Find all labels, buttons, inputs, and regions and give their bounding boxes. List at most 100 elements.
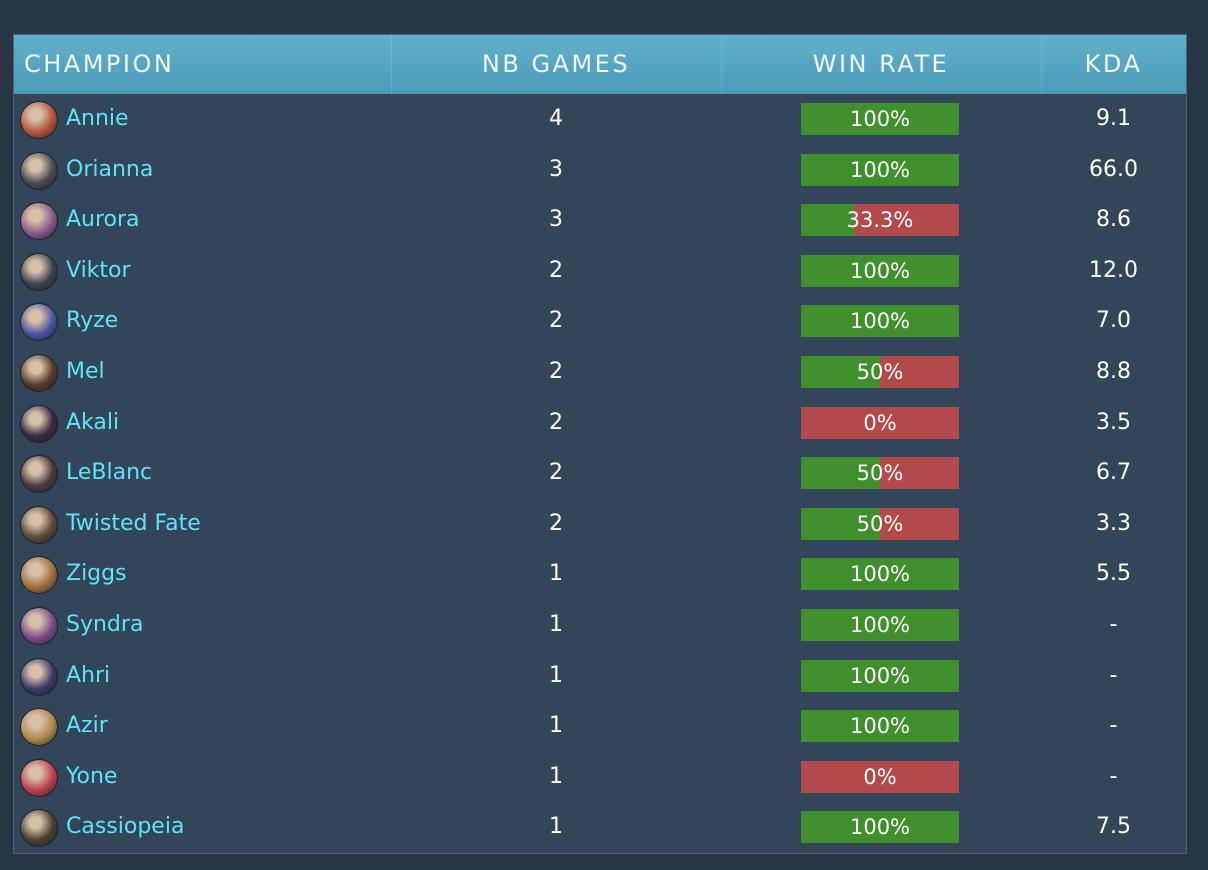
table-row: Azir 1 100% -: [14, 701, 1186, 752]
champion-name[interactable]: Syndra: [66, 612, 144, 637]
win-rate-fill: [801, 305, 959, 338]
games-count: 2: [549, 460, 563, 486]
kda-value: 6.7: [1096, 460, 1131, 486]
win-rate-label: 50%: [856, 511, 904, 536]
win-rate-bar: 100%: [801, 254, 959, 287]
champion-icon: [20, 455, 58, 494]
win-rate-bar: 50%: [801, 507, 959, 540]
games-count: 3: [549, 207, 563, 233]
champion-icon: [20, 354, 58, 392]
champion-icon: [20, 708, 58, 747]
champion-name[interactable]: Viktor: [66, 257, 131, 283]
win-rate-bar: 100%: [801, 153, 959, 186]
table-row: Yone 1 0% -: [14, 752, 1186, 803]
win-rate-label: 100%: [849, 107, 911, 131]
table-row: Ryze 2 100% 7.0: [14, 296, 1186, 347]
champion-icon: [20, 556, 58, 595]
win-rate-bar: 100%: [801, 659, 959, 692]
header-cell[interactable]: WIN RATE: [812, 50, 950, 78]
champion-table: CHAMPION NB GAMES WIN RATE KDA Annie 4 100…: [13, 34, 1187, 854]
table-row: Viktor 2 100% 12.0: [14, 246, 1186, 297]
win-rate-label: 100%: [849, 815, 911, 840]
games-count: 1: [549, 763, 563, 789]
champion-name[interactable]: Yone: [66, 763, 118, 789]
column-separator: [391, 35, 392, 94]
table-row: Ahri 1 100% -: [14, 651, 1186, 702]
kda-value: 12.0: [1089, 257, 1138, 283]
games-count: 1: [549, 612, 563, 637]
games-count: 1: [549, 814, 563, 840]
champion-icon: [20, 607, 58, 645]
win-rate-fill: [801, 457, 880, 490]
kda-value: -: [1109, 612, 1118, 637]
champion-name[interactable]: Ziggs: [66, 561, 127, 587]
champion-name[interactable]: Orianna: [66, 156, 154, 182]
champion-icon: [20, 303, 58, 342]
kda-value: 8.6: [1096, 207, 1131, 233]
champion-icon: [20, 404, 58, 443]
win-rate-bar: 50%: [801, 457, 959, 490]
games-count: 3: [549, 156, 563, 182]
win-rate-fill: [801, 507, 880, 540]
table-row: Aurora 3 33.3% 8.6: [14, 195, 1186, 246]
win-rate-fill: [801, 254, 959, 287]
games-count: 4: [549, 106, 563, 131]
table-row: Mel 2 50% 8.8: [14, 347, 1186, 398]
win-rate-fill: [801, 811, 959, 844]
win-rate-label: 100%: [849, 663, 911, 688]
table-row: LeBlanc 2 50% 6.7: [14, 448, 1186, 499]
kda-value: 3.5: [1096, 409, 1131, 435]
champion-name[interactable]: Ryze: [66, 308, 119, 334]
champion-icon: [20, 657, 58, 696]
win-rate-label: 0%: [863, 410, 897, 435]
win-rate-label: 100%: [849, 714, 911, 739]
table-row: Syndra 1 100% -: [14, 600, 1186, 651]
kda-value: 7.5: [1096, 814, 1131, 840]
win-rate-fill: [801, 153, 959, 186]
header-cell[interactable]: CHAMPION: [24, 50, 175, 78]
champion-name[interactable]: LeBlanc: [66, 460, 153, 486]
column-separator: [721, 35, 722, 94]
table-row: Cassiopeia 1 100% 7.5: [14, 802, 1186, 853]
kda-value: 3.3: [1096, 510, 1131, 536]
champion-name[interactable]: Azir: [66, 713, 108, 739]
header-cell[interactable]: KDA: [1084, 50, 1143, 78]
win-rate-bar: 50%: [801, 356, 959, 388]
header-cell[interactable]: NB GAMES: [481, 50, 631, 78]
win-rate-bar: 100%: [801, 558, 959, 591]
games-count: 1: [549, 713, 563, 739]
table-row: Twisted Fate 2 50% 3.3: [14, 499, 1186, 550]
champion-icon: [20, 809, 58, 848]
win-rate-bar: 100%: [801, 710, 959, 743]
win-rate-label: 100%: [849, 613, 911, 637]
kda-value: 7.0: [1096, 308, 1131, 334]
games-count: 1: [549, 662, 563, 688]
kda-value: 5.5: [1096, 561, 1131, 587]
win-rate-label: 50%: [856, 461, 904, 486]
win-rate-fill: [801, 558, 959, 591]
win-rate-fill: [801, 710, 959, 743]
win-rate-label: 50%: [856, 360, 904, 384]
kda-value: 66.0: [1089, 156, 1138, 182]
champion-name[interactable]: Akali: [66, 409, 120, 435]
champion-name[interactable]: Mel: [66, 359, 105, 384]
table-row: Orianna 3 100% 66.0: [14, 145, 1186, 196]
kda-value: -: [1109, 763, 1118, 789]
champion-name[interactable]: Cassiopeia: [66, 814, 185, 840]
win-rate-label: 100%: [849, 157, 911, 182]
win-rate-bar: 0%: [801, 406, 959, 439]
win-rate-bar: 100%: [801, 609, 959, 641]
champion-name[interactable]: Ahri: [66, 662, 111, 688]
champion-icon: [20, 505, 58, 544]
games-count: 2: [549, 510, 563, 536]
champion-name[interactable]: Annie: [66, 106, 129, 131]
champion-name[interactable]: Twisted Fate: [66, 510, 201, 536]
win-rate-bar: 100%: [801, 811, 959, 844]
column-separator: [1041, 35, 1042, 94]
kda-value: 9.1: [1096, 106, 1131, 131]
kda-value: -: [1109, 713, 1118, 739]
champion-name[interactable]: Aurora: [66, 207, 140, 233]
games-count: 2: [549, 257, 563, 283]
kda-value: -: [1109, 662, 1118, 688]
